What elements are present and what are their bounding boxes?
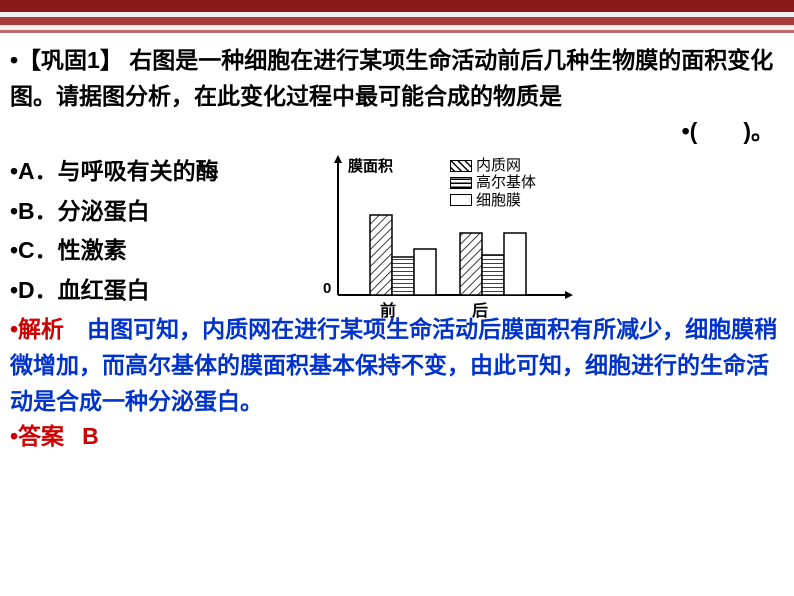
swatch-horiz-icon [450,177,472,189]
legend-item-membrane: 细胞膜 [450,192,536,209]
legend-label-0: 内质网 [476,157,521,174]
origin-label: 0 [323,280,331,297]
analysis-text: 由图可知，内质网在进行某项生命活动后膜面积有所减少，细胞膜稍微增加，而高尔基体的… [10,316,777,413]
x-label-before: 前 [380,297,396,321]
chart-legend: 内质网 高尔基体 细胞膜 [450,157,536,209]
legend-item-er: 内质网 [450,157,536,174]
swatch-diag-icon [450,160,472,172]
question-body: 右图是一种细胞在进行某项生命活动前后几种生物膜的面积变化图。请据图分析，在此变化… [10,47,773,109]
x-label-after: 后 [472,297,488,321]
analysis-label: •解析 [10,316,87,342]
answer-blank: •( )。 [10,114,784,150]
legend-label-1: 高尔基体 [476,174,536,191]
membrane-area-chart: 膜面积 0 前 后 内质网 高尔基体 细胞膜 [320,155,580,315]
header-decorative-bars [0,0,794,33]
swatch-plain-icon [450,194,472,206]
legend-item-golgi: 高尔基体 [450,174,536,191]
y-axis-title: 膜面积 [348,155,393,176]
legend-label-2: 细胞膜 [476,192,521,209]
question-text: •【巩固1】 右图是一种细胞在进行某项生命活动前后几种生物膜的面积变化图。请据图… [10,43,784,114]
answer-block: •答案 B [10,419,784,455]
question-prefix: •【巩固1】 [10,47,123,73]
answer-value: B [82,423,99,449]
answer-label: •答案 [10,423,64,449]
analysis-block: •解析 由图可知，内质网在进行某项生命活动后膜面积有所减少，细胞膜稍微增加，而高… [10,312,784,419]
